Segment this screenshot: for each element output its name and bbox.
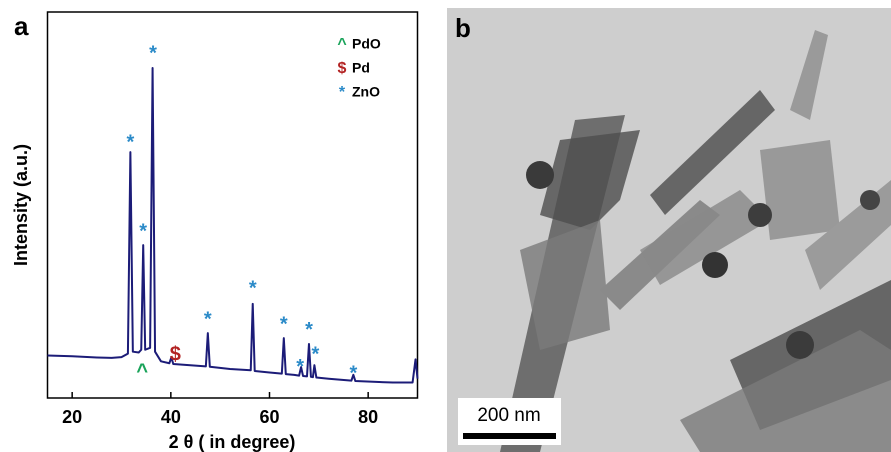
peak-marker: * (305, 319, 313, 341)
peak-marker: ^ (136, 360, 148, 382)
legend-label: ZnO (352, 84, 380, 100)
xrd-line (47, 66, 419, 384)
x-axis-label: 2 θ ( in degree) (169, 432, 296, 452)
panel-label: a (14, 11, 29, 41)
peak-marker: * (126, 132, 134, 154)
plot-frame (46, 11, 419, 399)
panel-label: b (455, 13, 471, 43)
peak-marker: * (204, 308, 212, 330)
peak-marker: * (349, 362, 357, 384)
y-axis-label: Intensity (a.u.) (11, 144, 31, 266)
x-tick-label: 80 (358, 407, 378, 427)
legend-label: Pd (352, 60, 370, 76)
peak-marker: $ (170, 343, 181, 365)
legend-label: PdO (352, 36, 381, 52)
peak-marker: * (280, 313, 288, 335)
peak-marker: * (249, 277, 257, 299)
scale-bar-label: 200 nm (477, 405, 540, 426)
x-tick-label: 60 (259, 407, 279, 427)
peak-marker: * (149, 43, 157, 65)
peak-marker: * (311, 343, 319, 365)
legend-marker: $ (338, 60, 347, 77)
legend-marker: * (339, 84, 346, 101)
peak-marker: * (139, 220, 147, 242)
peak-marker: * (296, 356, 304, 378)
tem-image (447, 8, 891, 452)
x-tick-label: 40 (161, 407, 181, 427)
legend-marker: ^ (337, 36, 346, 53)
x-tick-label: 20 (62, 407, 82, 427)
